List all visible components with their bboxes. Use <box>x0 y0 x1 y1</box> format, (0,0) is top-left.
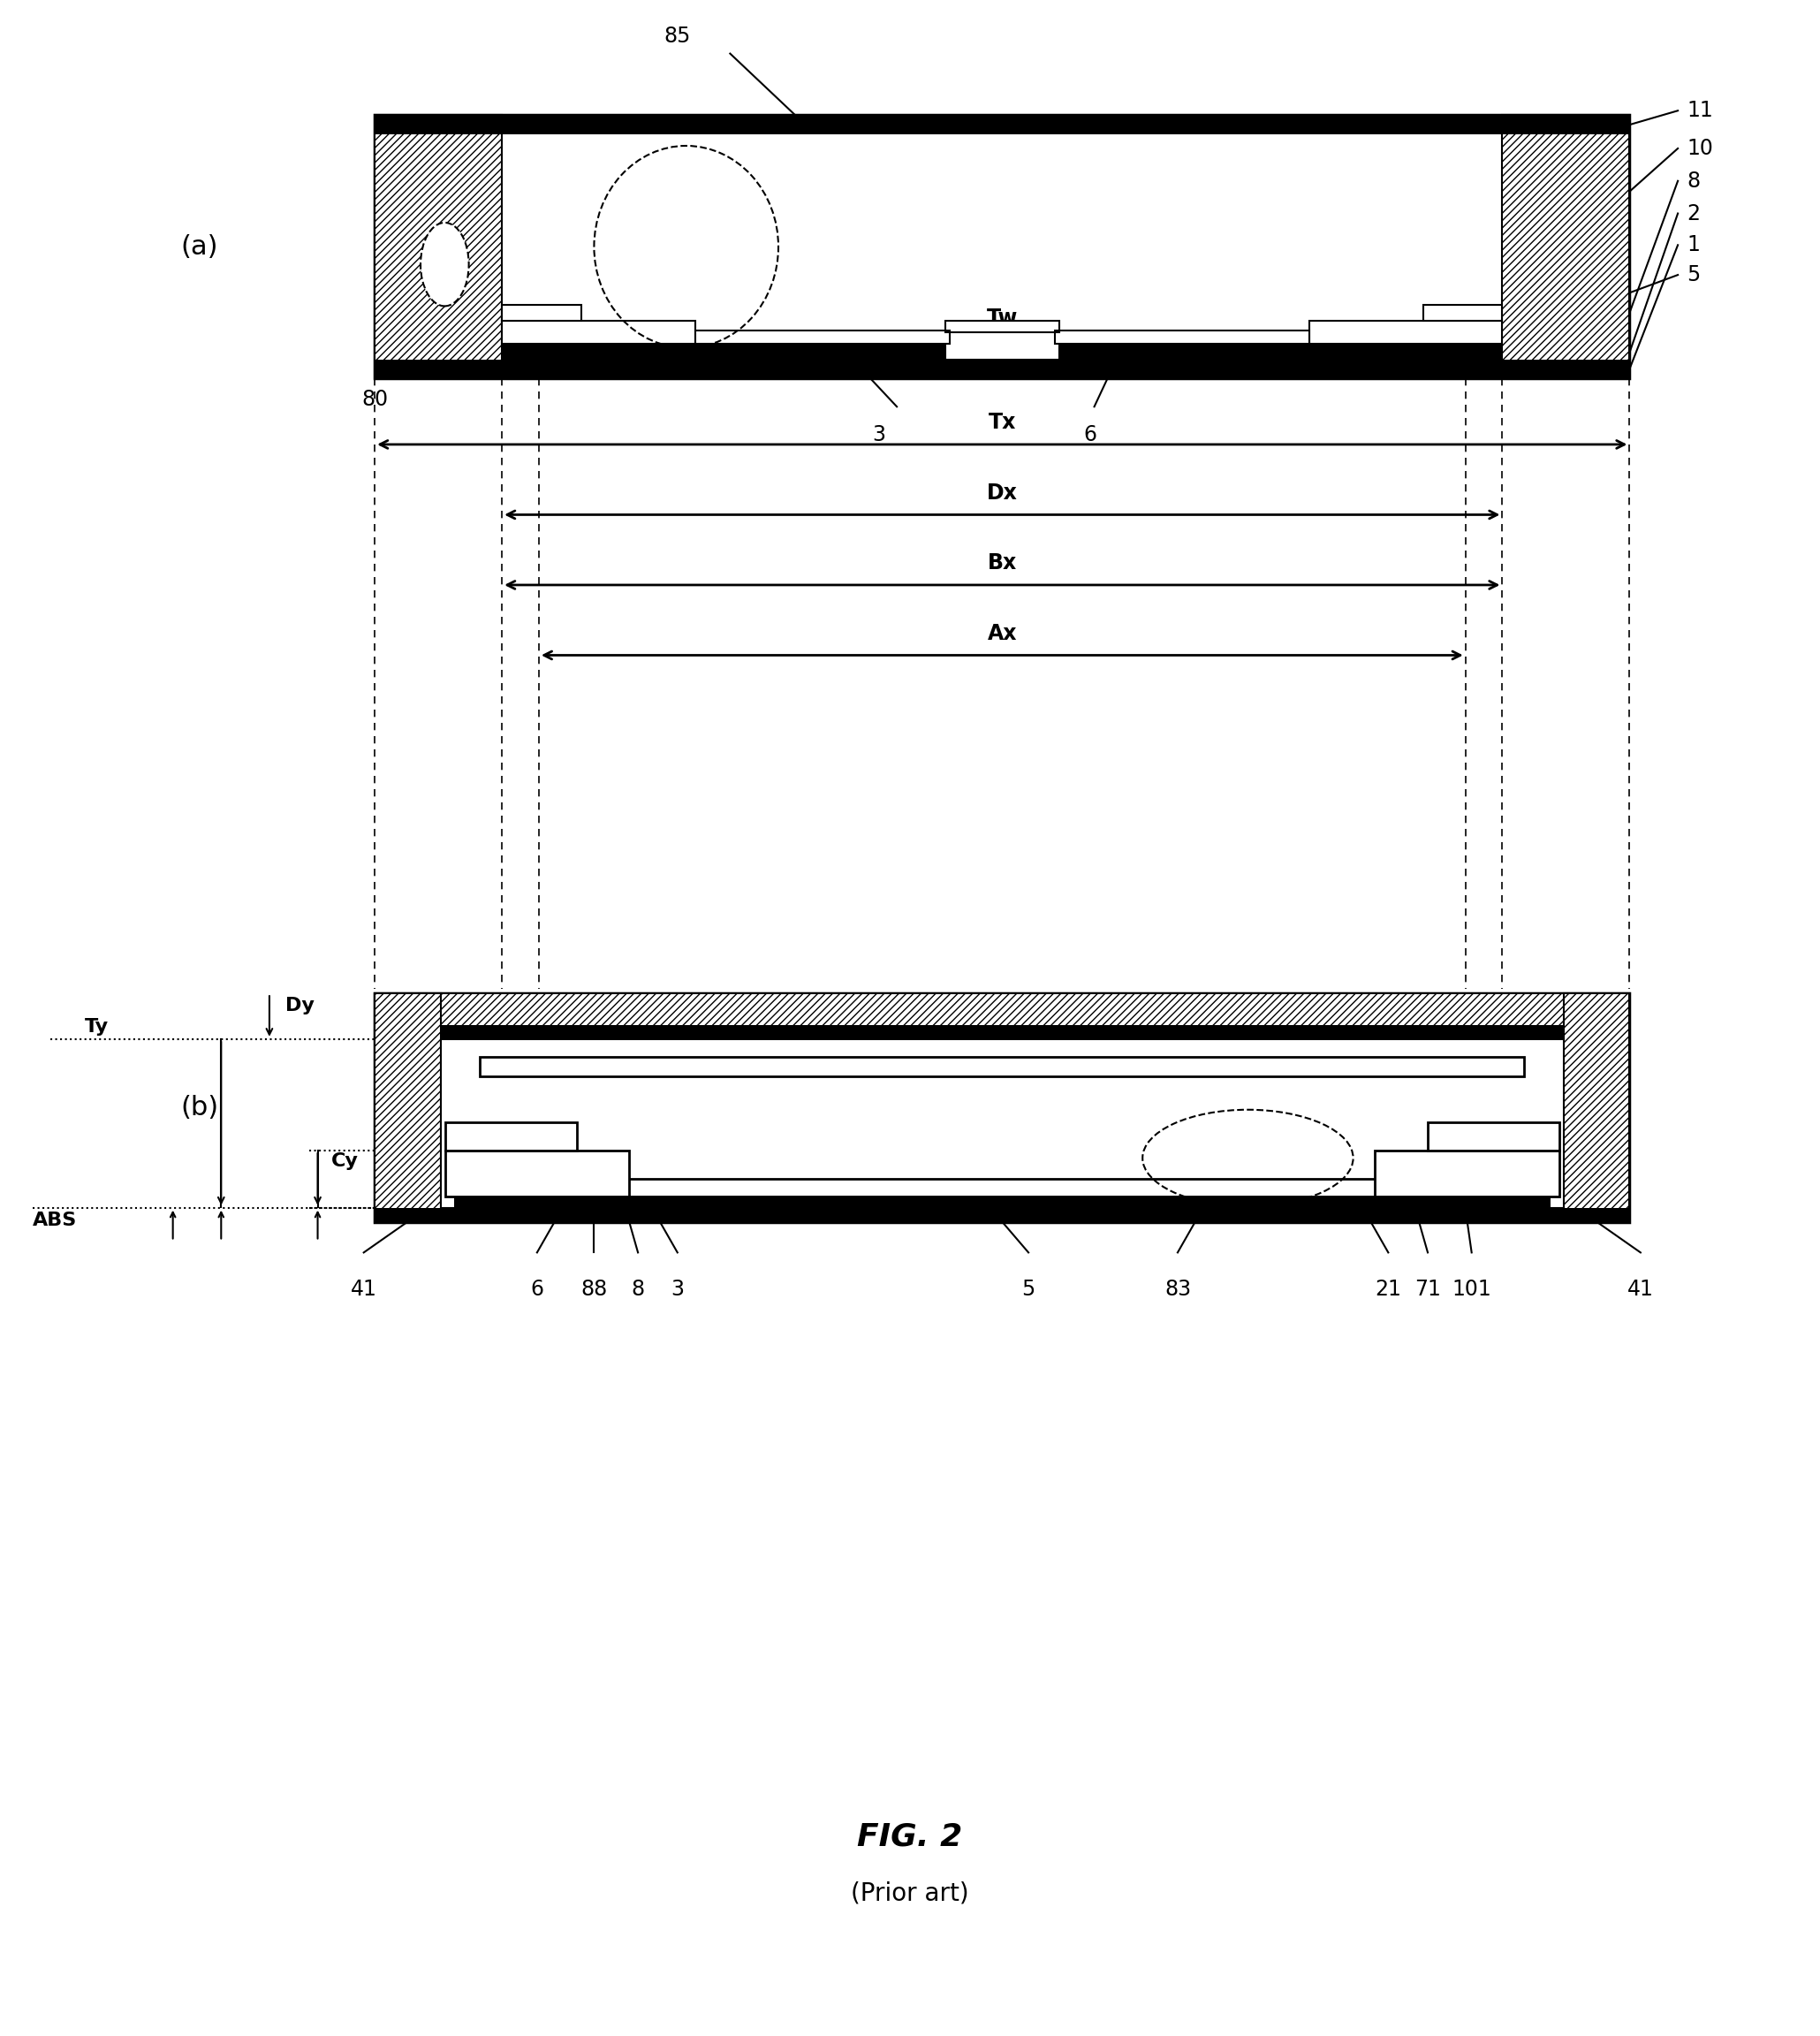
Bar <box>502 320 695 344</box>
Bar <box>945 320 1059 358</box>
Text: 8: 8 <box>632 1279 644 1301</box>
Bar <box>444 1150 630 1197</box>
Bar <box>480 1057 1525 1075</box>
Text: 2: 2 <box>1687 204 1700 224</box>
Text: Ty: Ty <box>86 1018 109 1036</box>
Text: 41: 41 <box>1627 1279 1654 1301</box>
Text: Bx: Bx <box>988 552 1017 574</box>
Text: 5: 5 <box>1687 265 1700 285</box>
Ellipse shape <box>420 222 470 305</box>
Text: Dy: Dy <box>286 998 315 1014</box>
Text: 5: 5 <box>1021 1279 1036 1301</box>
Bar <box>1056 332 1309 344</box>
Text: 83: 83 <box>1165 1279 1190 1301</box>
Bar <box>1502 116 1629 134</box>
Text: 41: 41 <box>351 1279 377 1301</box>
Text: 80: 80 <box>362 389 388 411</box>
Text: 6: 6 <box>1083 423 1096 446</box>
Bar <box>480 1179 1525 1197</box>
Text: FIG. 2: FIG. 2 <box>857 1822 963 1851</box>
Text: Ax: Ax <box>986 623 1017 643</box>
Text: (a): (a) <box>180 234 218 261</box>
Bar <box>1427 1122 1560 1150</box>
Bar <box>440 1038 1563 1207</box>
Bar <box>1376 1150 1560 1197</box>
Bar <box>375 116 502 134</box>
Bar <box>1423 305 1502 320</box>
Bar <box>453 1197 1551 1207</box>
Text: 10: 10 <box>1687 138 1713 159</box>
Bar <box>1502 358 1629 379</box>
Bar <box>502 305 581 320</box>
Text: 11: 11 <box>1687 100 1713 122</box>
Bar <box>375 116 1629 379</box>
Bar <box>375 994 1629 1038</box>
Text: 88: 88 <box>581 1279 608 1301</box>
Bar <box>375 1207 1629 1222</box>
Text: 21: 21 <box>1376 1279 1401 1301</box>
Text: 71: 71 <box>1414 1279 1441 1301</box>
Bar <box>375 116 502 379</box>
Text: 101: 101 <box>1452 1279 1491 1301</box>
Text: Dx: Dx <box>986 483 1017 503</box>
Bar <box>375 116 1629 134</box>
Bar <box>502 344 1502 358</box>
Text: ABS: ABS <box>33 1211 76 1230</box>
Text: Cy: Cy <box>331 1152 359 1171</box>
Text: 3: 3 <box>872 423 886 446</box>
Bar <box>375 994 1629 1222</box>
Text: 3: 3 <box>672 1279 684 1301</box>
Bar <box>1309 320 1502 344</box>
Text: 85: 85 <box>664 24 692 47</box>
Text: 6: 6 <box>530 1279 544 1301</box>
Bar <box>375 358 1629 379</box>
Text: (Prior art): (Prior art) <box>852 1881 968 1906</box>
Text: Tx: Tx <box>988 411 1016 434</box>
Bar <box>375 994 440 1222</box>
Bar <box>440 1024 1563 1038</box>
Bar <box>444 1122 577 1150</box>
Bar <box>375 358 502 379</box>
Text: 8: 8 <box>1687 171 1700 191</box>
Bar <box>695 332 950 344</box>
Bar <box>1563 994 1629 1222</box>
Text: Tw: Tw <box>986 307 1017 328</box>
Text: (b): (b) <box>180 1095 218 1120</box>
Text: 1: 1 <box>1687 234 1700 257</box>
Bar <box>1502 116 1629 379</box>
